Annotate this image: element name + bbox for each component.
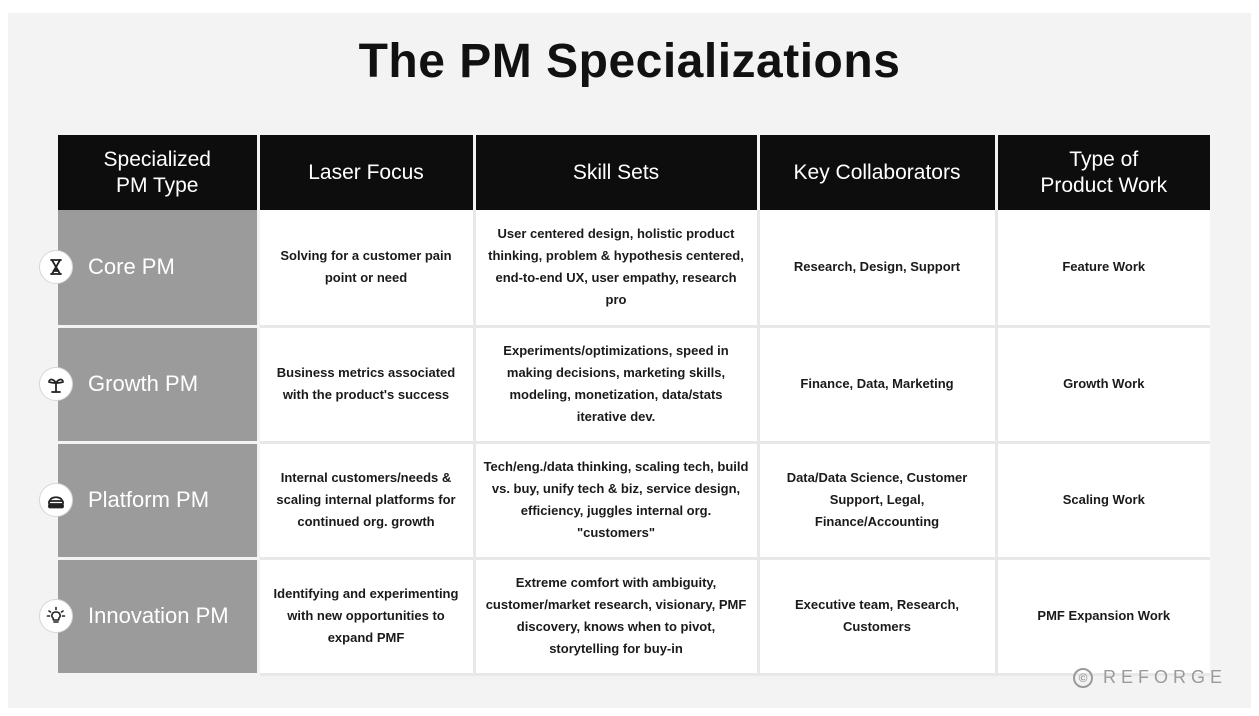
lightbulb-icon xyxy=(39,599,73,633)
skill-sets-cell: Tech/eng./data thinking, scaling tech, b… xyxy=(474,442,760,560)
product-work-cell: PMF Expansion Work xyxy=(996,558,1210,676)
reforge-watermark: © REFORGE xyxy=(1072,667,1227,688)
collaborators-cell: Finance, Data, Marketing xyxy=(758,326,998,444)
header-skill-sets: Skill Sets xyxy=(474,135,760,210)
header-key-collaborators: Key Collaborators xyxy=(758,135,998,210)
header-line: Type of xyxy=(1069,147,1139,171)
pm-type-cell: Core PM xyxy=(39,210,260,328)
collaborators-cell: Executive team, Research, Customers xyxy=(758,558,998,676)
pm-type-label: Growth PM xyxy=(88,371,199,396)
header-pm-type: Specialized PM Type xyxy=(58,135,260,210)
header-product-work: Type of Product Work xyxy=(996,135,1210,210)
table-row: Core PM Solving for a customer pain poin… xyxy=(39,210,1210,328)
table-row: Growth PM Business metrics associated wi… xyxy=(39,326,1210,444)
laser-focus-cell: Solving for a customer pain point or nee… xyxy=(258,210,476,328)
server-icon xyxy=(39,483,73,517)
collaborators-cell: Research, Design, Support xyxy=(758,210,998,328)
skill-sets-cell: Extreme comfort with ambiguity, customer… xyxy=(474,558,760,676)
header-line: Laser Focus xyxy=(308,160,424,184)
product-work-cell: Scaling Work xyxy=(996,442,1210,560)
header-line: PM Type xyxy=(116,173,199,197)
header-line: Product Work xyxy=(1040,173,1168,197)
page-title: The PM Specializations xyxy=(358,35,901,88)
laser-focus-cell: Internal customers/needs & scaling inter… xyxy=(258,442,476,560)
skill-sets-cell: Experiments/optimizations, speed in maki… xyxy=(474,326,760,444)
laser-focus-cell: Identifying and experimenting with new o… xyxy=(258,558,476,676)
watermark-text: REFORGE xyxy=(1102,667,1227,687)
sprout-icon xyxy=(39,367,73,401)
pm-type-label: Innovation PM xyxy=(88,603,229,628)
table-row: Innovation PM Identifying and experiment… xyxy=(39,558,1210,676)
pm-type-cell: Innovation PM xyxy=(39,558,260,676)
product-work-cell: Growth Work xyxy=(996,326,1210,444)
pm-type-cell: Platform PM xyxy=(39,442,260,560)
header-line: Key Collaborators xyxy=(793,160,961,184)
collaborators-cell: Data/Data Science, Customer Support, Leg… xyxy=(758,442,998,560)
header-laser-focus: Laser Focus xyxy=(258,135,476,210)
header-line: Specialized xyxy=(103,147,211,171)
pm-type-cell: Growth PM xyxy=(39,326,260,444)
copyright-icon: © xyxy=(1072,667,1093,688)
skill-sets-cell: User centered design, holistic product t… xyxy=(474,210,760,328)
specializations-table: Specialized PM Type Laser Focus Skill Se… xyxy=(39,135,1210,676)
pm-type-label: Core PM xyxy=(88,254,175,280)
product-work-cell: Feature Work xyxy=(996,210,1210,328)
header-row: Specialized PM Type Laser Focus Skill Se… xyxy=(58,135,1210,210)
table-row: Platform PM Internal customers/needs & s… xyxy=(39,442,1210,560)
pm-type-label: Platform PM xyxy=(88,487,210,512)
header-line: Skill Sets xyxy=(572,160,660,184)
hourglass-icon xyxy=(39,250,73,285)
laser-focus-cell: Business metrics associated with the pro… xyxy=(258,326,476,444)
